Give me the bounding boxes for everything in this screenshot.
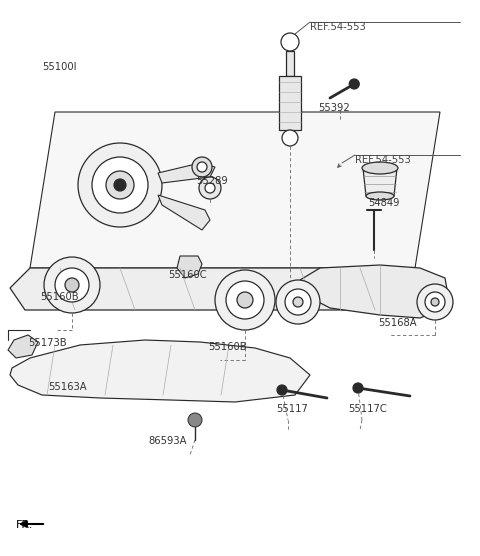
Text: 55173B: 55173B xyxy=(28,338,67,348)
Circle shape xyxy=(197,162,207,172)
Circle shape xyxy=(353,383,363,393)
Circle shape xyxy=(55,268,89,302)
Polygon shape xyxy=(158,195,210,230)
Polygon shape xyxy=(158,163,215,183)
Circle shape xyxy=(65,278,79,292)
Text: 55100I: 55100I xyxy=(42,62,76,72)
Text: 55117: 55117 xyxy=(276,404,308,414)
Text: 55160B: 55160B xyxy=(208,342,247,352)
Circle shape xyxy=(188,413,202,427)
Text: REF.54-553: REF.54-553 xyxy=(355,155,411,165)
Circle shape xyxy=(349,79,359,89)
Polygon shape xyxy=(10,340,310,402)
Polygon shape xyxy=(30,112,440,268)
Text: 86593A: 86593A xyxy=(148,436,187,446)
Text: 55117C: 55117C xyxy=(348,404,387,414)
Polygon shape xyxy=(279,76,301,130)
Text: 55168A: 55168A xyxy=(378,318,417,328)
Circle shape xyxy=(281,33,299,51)
Circle shape xyxy=(78,143,162,227)
Circle shape xyxy=(417,284,453,320)
Circle shape xyxy=(277,385,287,395)
Polygon shape xyxy=(300,265,448,318)
Polygon shape xyxy=(8,335,38,358)
Circle shape xyxy=(293,297,303,307)
Text: 55160C: 55160C xyxy=(168,270,206,280)
Circle shape xyxy=(282,130,298,146)
Text: 54849: 54849 xyxy=(368,198,399,208)
Polygon shape xyxy=(10,268,420,310)
Ellipse shape xyxy=(362,162,398,174)
Circle shape xyxy=(226,281,264,319)
Text: 55289: 55289 xyxy=(196,176,228,186)
Circle shape xyxy=(285,289,311,315)
Circle shape xyxy=(92,157,148,213)
Circle shape xyxy=(114,179,126,191)
Circle shape xyxy=(431,298,439,306)
Text: FR.: FR. xyxy=(16,520,34,530)
Circle shape xyxy=(205,183,215,193)
Circle shape xyxy=(215,270,275,330)
Text: 55392: 55392 xyxy=(318,103,350,113)
Polygon shape xyxy=(177,256,202,278)
Circle shape xyxy=(237,292,253,308)
Circle shape xyxy=(199,177,221,199)
Text: REF.54-553: REF.54-553 xyxy=(310,22,366,32)
Circle shape xyxy=(44,257,100,313)
Polygon shape xyxy=(286,51,294,76)
Polygon shape xyxy=(363,168,397,196)
Circle shape xyxy=(192,157,212,177)
Text: 55160B: 55160B xyxy=(40,292,79,302)
Ellipse shape xyxy=(366,192,394,200)
Circle shape xyxy=(106,171,134,199)
Circle shape xyxy=(425,292,445,312)
Text: 55163A: 55163A xyxy=(48,382,86,392)
Circle shape xyxy=(276,280,320,324)
